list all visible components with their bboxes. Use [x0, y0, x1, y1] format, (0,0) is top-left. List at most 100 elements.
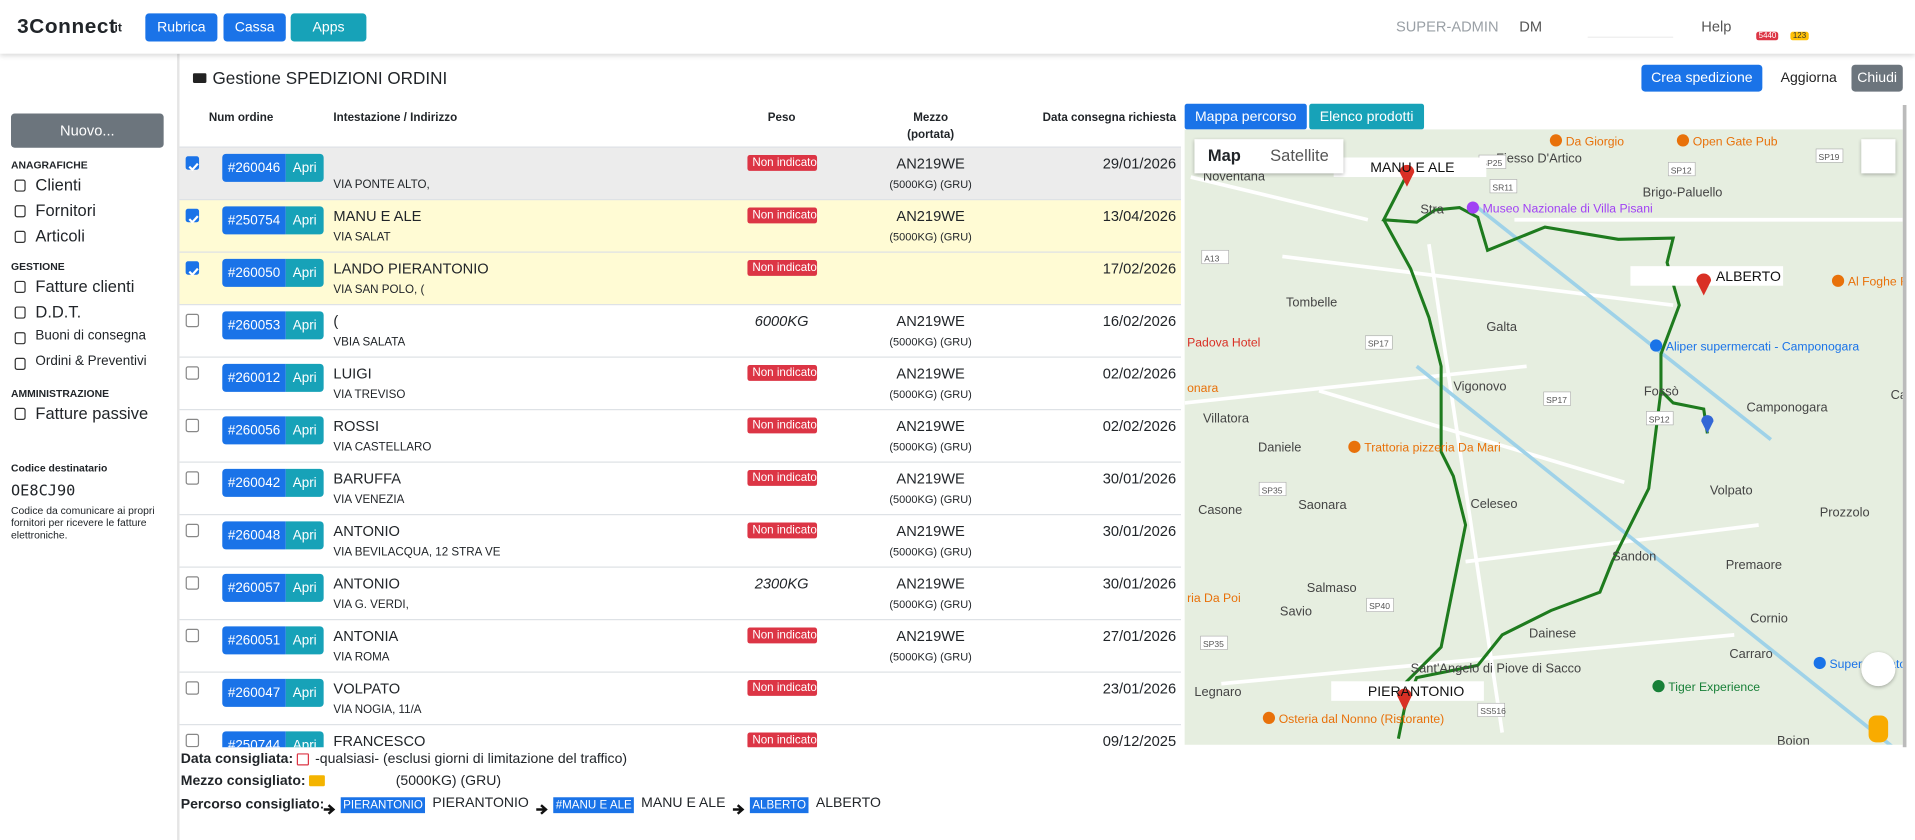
tab[interactable]: Elenco prodotti: [1309, 104, 1424, 130]
order-button[interactable]: #260046: [222, 154, 286, 182]
brand[interactable]: 3Connect: [17, 15, 116, 39]
table-row: #260047ApriVOLPATOVIA NOGIA, 11/ANon ind…: [180, 672, 1181, 725]
open-button[interactable]: Apri: [286, 154, 324, 182]
help[interactable]: Help: [1701, 18, 1731, 35]
menu-icon: [15, 358, 26, 370]
navbar: 3Connect.itRubricaCassaAppsSUPER-ADMINDM…: [0, 0, 1915, 54]
role: SUPER-ADMIN: [1396, 18, 1499, 35]
company-select[interactable]: [1588, 16, 1673, 38]
road: [1282, 256, 1673, 305]
header-button[interactable]: Crea spedizione: [1641, 65, 1762, 92]
fullscreen-button[interactable]: [1861, 139, 1895, 173]
street-view[interactable]: [1869, 715, 1889, 742]
menu-item[interactable]: Buoni di consegna: [35, 328, 146, 343]
delivery-date: 29/01/2026: [1103, 155, 1176, 172]
checkbox[interactable]: [186, 681, 199, 694]
customer-address: VIA SAN POLO, (: [333, 283, 424, 296]
new-button[interactable]: Nuovo...: [11, 114, 164, 148]
customer-address: VIA CASTELLARO: [333, 441, 431, 454]
open-button[interactable]: Apri: [286, 521, 324, 549]
place-label: Savio: [1280, 603, 1312, 618]
place-label: Legnaro: [1194, 684, 1241, 699]
checkbox[interactable]: [186, 524, 199, 537]
menu-icon: [15, 281, 26, 293]
camera-control[interactable]: [1861, 652, 1895, 686]
map-canvas[interactable]: NoventanaFiesso D'ArticoStraBrigo-Paluel…: [1185, 129, 1903, 744]
map-type-button[interactable]: Map: [1208, 147, 1241, 165]
open-button[interactable]: Apri: [286, 416, 324, 444]
order-button[interactable]: #260012: [222, 364, 286, 392]
weight-badge: Non indicato: [747, 523, 817, 539]
menu-item[interactable]: D.D.T.: [35, 303, 81, 321]
order-button[interactable]: #250744: [222, 731, 286, 747]
map-type-button[interactable]: Satellite: [1270, 147, 1329, 165]
order-button[interactable]: #260047: [222, 679, 286, 707]
order-button[interactable]: #260053: [222, 311, 286, 339]
map-type-control: Map Satellite: [1194, 139, 1343, 173]
open-button[interactable]: Apri: [286, 206, 324, 234]
weight-badge: Non indicato: [747, 155, 817, 171]
checkbox[interactable]: [186, 471, 199, 484]
open-button[interactable]: Apri: [286, 469, 324, 497]
checkbox[interactable]: [186, 261, 199, 274]
checkbox[interactable]: [186, 734, 199, 747]
column-header: (portata): [857, 128, 1004, 141]
menu-item[interactable]: Clienti: [35, 176, 81, 194]
menu-item[interactable]: Articoli: [35, 227, 84, 245]
open-button[interactable]: Apri: [286, 364, 324, 392]
open-button[interactable]: Apri: [286, 259, 324, 287]
menu-item[interactable]: Fornitori: [35, 201, 95, 219]
order-button[interactable]: #260056: [222, 416, 286, 444]
order-button[interactable]: #260042: [222, 469, 286, 497]
checkbox[interactable]: [186, 314, 199, 327]
place-label: Camponogara: [1746, 399, 1828, 414]
order-button[interactable]: #260050: [222, 259, 286, 287]
order-button[interactable]: #250754: [222, 206, 286, 234]
tab[interactable]: Mappa percorso: [1185, 104, 1307, 130]
menu-item[interactable]: Fatture clienti: [35, 277, 134, 295]
header-button[interactable]: Aggiorna: [1771, 65, 1847, 92]
route-badge: PIERANTONIO: [341, 797, 426, 813]
checkbox[interactable]: [186, 366, 199, 379]
checkbox[interactable]: [186, 629, 199, 642]
open-label: Apri: [293, 633, 317, 648]
nav-button[interactable]: Cassa: [223, 13, 285, 41]
menu-item[interactable]: Ordini & Preventivi: [35, 354, 146, 369]
new-button-label: Nuovo...: [60, 122, 115, 139]
open-button[interactable]: Apri: [286, 574, 324, 602]
checkbox[interactable]: [186, 419, 199, 432]
header-button-label: Aggiorna: [1781, 71, 1837, 86]
customer-name: FRANCESCO: [333, 733, 425, 748]
open-button[interactable]: Apri: [286, 731, 324, 747]
open-button[interactable]: Apri: [286, 679, 324, 707]
menu-icon: [15, 179, 26, 191]
orders-table: Num ordineIntestazione / IndirizzoPesoMe…: [180, 105, 1181, 747]
open-button[interactable]: Apri: [286, 311, 324, 339]
checkbox[interactable]: [186, 156, 199, 169]
user[interactable]: DM: [1519, 18, 1542, 35]
open-label: Apri: [293, 686, 317, 701]
menu-icon: [15, 205, 26, 217]
nav-button[interactable]: Apps: [291, 13, 367, 41]
column-header: Intestazione / Indirizzo: [333, 111, 457, 124]
order-button[interactable]: #260051: [222, 626, 286, 654]
weight: 2300KG: [708, 575, 855, 592]
order-button[interactable]: #260048: [222, 521, 286, 549]
header-button[interactable]: Chiudi: [1851, 65, 1902, 92]
poi-icon: [1832, 275, 1844, 287]
checkbox[interactable]: [186, 209, 199, 222]
place-label: Galta: [1486, 319, 1518, 334]
weight-badge: Non indicato: [747, 628, 817, 644]
place-label: Saonara: [1298, 497, 1347, 512]
place-label: Tombelle: [1286, 294, 1337, 309]
menu-item[interactable]: Fatture passive: [35, 404, 148, 422]
checkbox[interactable]: [186, 576, 199, 589]
road-label: SP12: [1649, 414, 1670, 424]
open-button[interactable]: Apri: [286, 626, 324, 654]
road-label: SP35: [1262, 485, 1283, 495]
road-label: SR11: [1492, 182, 1513, 192]
order-button[interactable]: #260057: [222, 574, 286, 602]
place-label: Premaore: [1726, 557, 1782, 572]
nav-button[interactable]: Rubrica: [145, 13, 217, 41]
